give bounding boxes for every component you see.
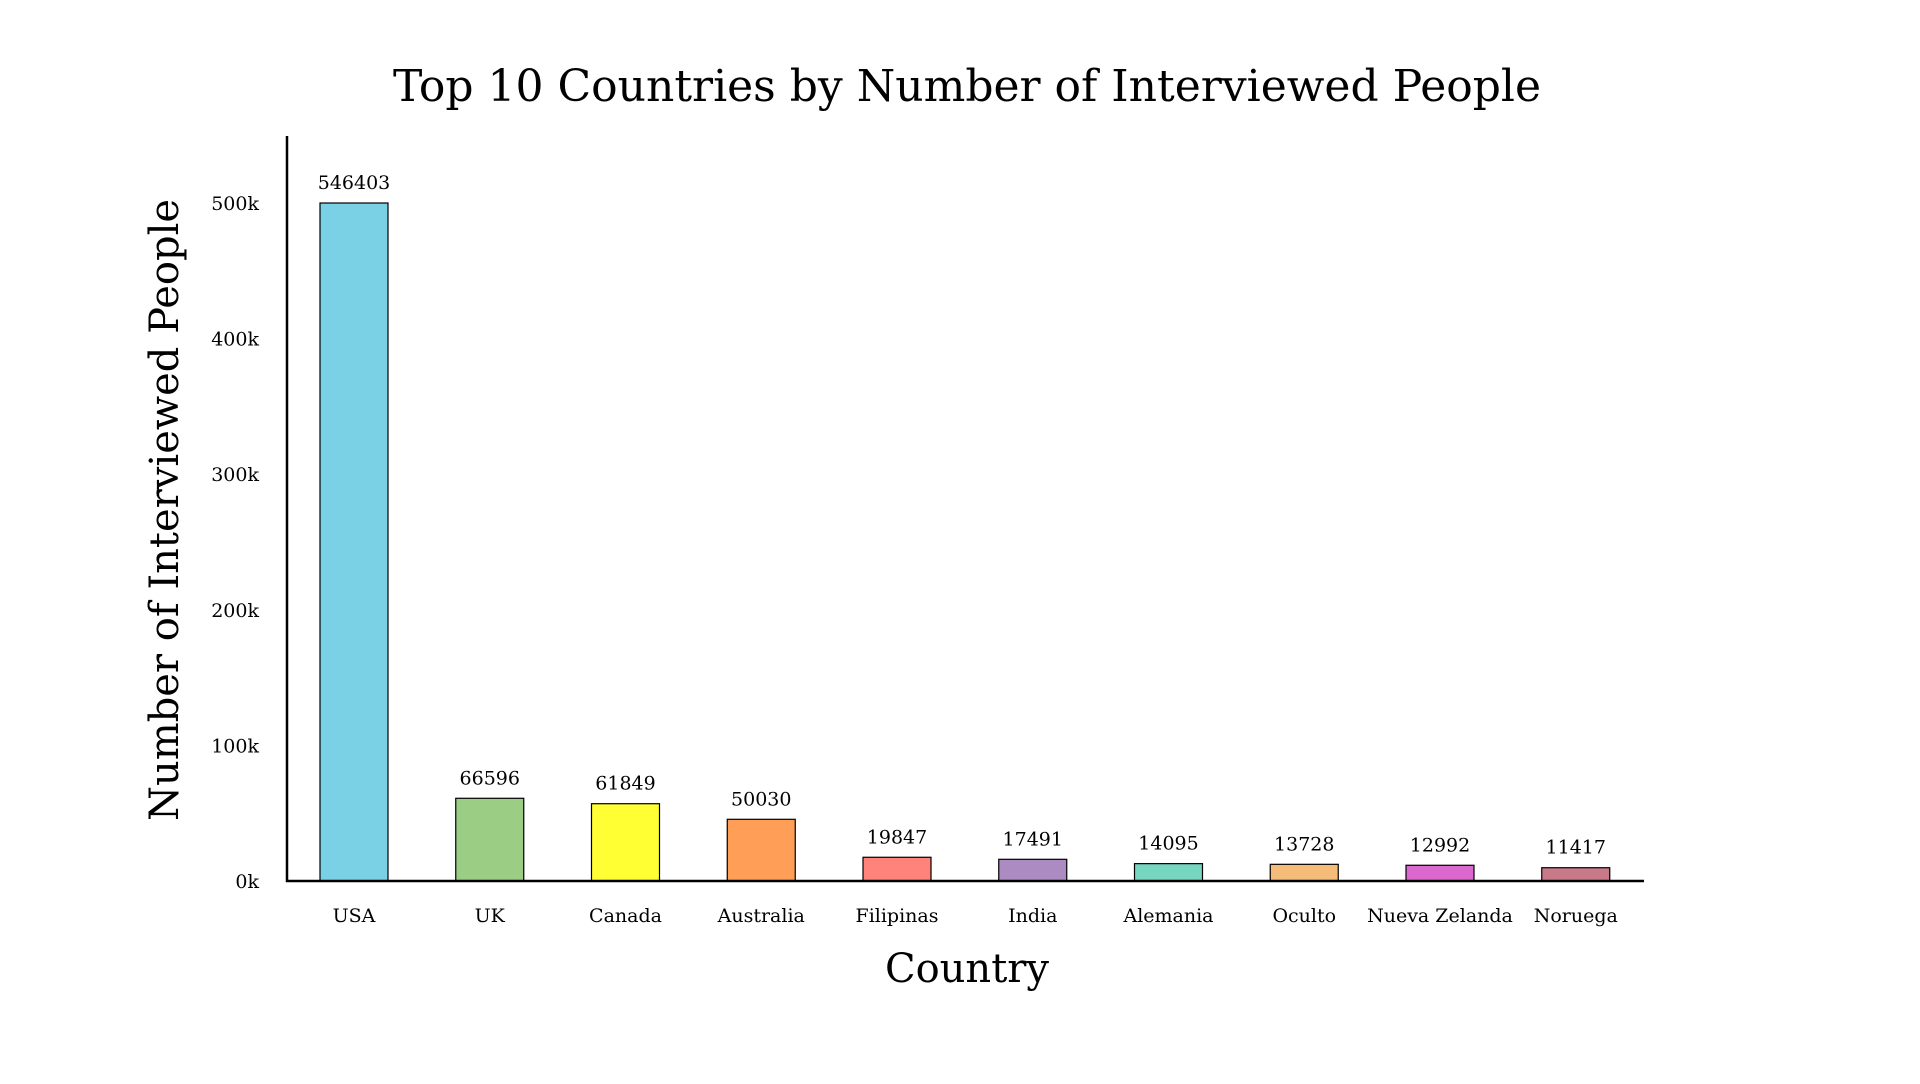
bar-value-label: 17491	[1003, 828, 1063, 850]
bar-australia	[726, 818, 796, 882]
x-axis-title: Country	[885, 946, 1049, 992]
x-tick-label: Filipinas	[856, 905, 939, 927]
bar-value-label: 13728	[1274, 833, 1334, 855]
x-tick-label: India	[1008, 905, 1057, 927]
y-tick-label: 400k	[211, 329, 259, 351]
x-tick-label: USA	[333, 905, 376, 927]
bar-value-label: 12992	[1410, 834, 1470, 856]
x-tick-label: Australia	[717, 905, 805, 927]
bar-value-label: 546403	[318, 172, 391, 194]
y-tick-label: 500k	[211, 193, 259, 215]
y-tick-label: 200k	[211, 600, 259, 622]
bars	[319, 202, 1611, 882]
bar-noruega	[1541, 867, 1611, 882]
axes	[285, 136, 1644, 883]
y-tick-label: 300k	[211, 464, 259, 486]
bar-oculto	[1269, 863, 1339, 882]
bar-india	[998, 858, 1068, 882]
bar-value-label: 50030	[731, 788, 791, 810]
x-tick-label: Alemania	[1122, 905, 1213, 927]
y-tick-label: 0k	[235, 871, 259, 893]
chart-title: Top 10 Countries by Number of Interviewe…	[393, 61, 1541, 112]
bar-value-label: 61849	[595, 773, 655, 795]
y-axis-title: Number of Interviewed People	[142, 199, 188, 821]
x-tick-label: UK	[475, 905, 506, 927]
x-tick-label: Nueva Zelanda	[1367, 905, 1513, 927]
bar-canada	[590, 803, 661, 882]
bar-labels: 546403 USA 66596 UK 61849 Canada 50030 Australi…	[318, 172, 1618, 927]
x-tick-label: Canada	[589, 905, 662, 927]
y-tick-label: 100k	[211, 735, 259, 757]
x-tick-label: Noruega	[1534, 905, 1618, 927]
bar-alemania	[1133, 863, 1204, 882]
y-ticks: 0k 100k 200k 300k 400k 500k	[211, 193, 259, 893]
x-tick-label: Oculto	[1272, 905, 1336, 927]
bar-value-label: 19847	[867, 826, 927, 848]
bar-value-label: 66596	[460, 767, 520, 789]
bar-value-label: 14095	[1138, 833, 1198, 855]
bar-value-label: 11417	[1546, 837, 1606, 859]
bar-usa	[319, 202, 389, 882]
bar-nueva-zelanda	[1405, 864, 1475, 882]
bar-filipinas	[862, 856, 932, 882]
bar-uk	[455, 797, 525, 882]
